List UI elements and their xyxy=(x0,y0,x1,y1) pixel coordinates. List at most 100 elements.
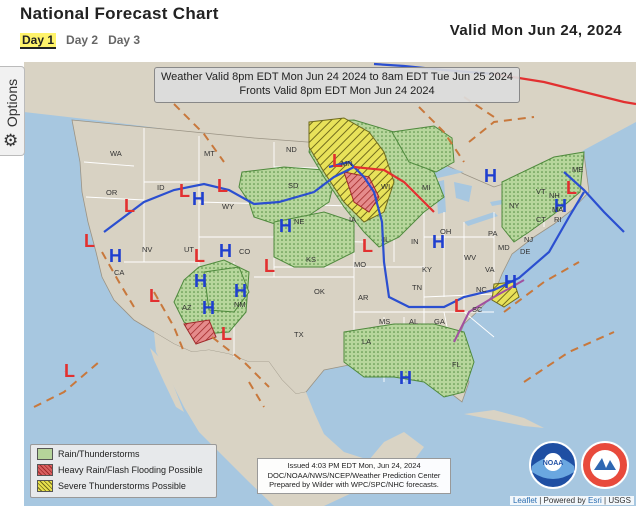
high-center: H xyxy=(109,246,122,266)
state-label-oh: OH xyxy=(440,227,451,236)
flood-area-az xyxy=(183,319,217,345)
state-label-wv: WV xyxy=(464,253,476,262)
rain-swatch xyxy=(37,448,53,460)
high-center: H xyxy=(484,166,497,186)
legend-label: Rain/Thunderstorms xyxy=(58,449,140,459)
low-center: L xyxy=(264,256,275,276)
troughs xyxy=(33,96,615,408)
state-label-nd: ND xyxy=(286,145,297,154)
state-label-ar: AR xyxy=(358,293,369,302)
state-labels: WA OR ID MT ND SD WY NE MN WI MI IA IL IN OH PA NY VT NH ME… xyxy=(106,145,583,369)
rain-area-co-nm xyxy=(203,266,250,313)
state-label-ct: CT xyxy=(536,215,546,224)
esri-link[interactable]: Esri xyxy=(588,496,602,505)
state-label-ut: UT xyxy=(184,245,194,254)
legend-label: Severe Thunderstorms Possible xyxy=(58,481,186,491)
high-center: H xyxy=(504,272,517,292)
rain-area-ks-ne xyxy=(273,211,355,268)
weather-valid-box: Weather Valid 8pm EDT Mon Jun 24 2024 to… xyxy=(154,67,520,103)
state-label-ga: GA xyxy=(434,317,445,326)
low-center: L xyxy=(179,181,190,201)
state-label-id: ID xyxy=(157,183,165,192)
state-label-or: OR xyxy=(106,188,118,197)
state-label-nm: NM xyxy=(234,300,246,309)
options-label: Options xyxy=(4,78,20,128)
warm-front-canada xyxy=(493,72,636,106)
state-label-md: MD xyxy=(498,243,510,252)
high-center: H xyxy=(234,281,247,301)
pressure-centers: H H H H H H H H H H H H L L L L L L L L … xyxy=(64,151,577,388)
page-title: National Forecast Chart xyxy=(20,4,219,23)
lake-huron xyxy=(454,182,472,202)
state-label-co: CO xyxy=(239,247,250,256)
leaflet-link[interactable]: Leaflet xyxy=(512,496,538,505)
lake-erie xyxy=(464,212,498,226)
rain-area-lakes xyxy=(391,125,455,173)
low-center: L xyxy=(84,231,95,251)
issued-line: Issued 4:03 PM EDT Mon, Jun 24, 2024 xyxy=(287,461,421,470)
rain-area-gulf xyxy=(343,323,475,398)
tab-day-2[interactable]: Day 2 xyxy=(66,33,99,47)
stationary-front xyxy=(453,279,525,343)
state-label-va: VA xyxy=(485,265,494,274)
warm-front-midwest xyxy=(353,165,435,213)
state-label-mt: MT xyxy=(204,149,215,158)
gear-icon: ⚙ xyxy=(3,131,19,150)
low-center: L xyxy=(332,151,343,171)
low-center: L xyxy=(566,178,577,198)
state-label-ks: KS xyxy=(306,255,316,264)
low-center: L xyxy=(221,324,232,344)
options-panel-toggle[interactable]: Options ⚙ xyxy=(0,66,25,156)
state-label-la: LA xyxy=(362,337,371,346)
legend-item-flood: Heavy Rain/Flash Flooding Possible xyxy=(37,463,216,477)
high-center: H xyxy=(202,298,215,318)
nws-logo xyxy=(581,441,629,489)
legend-label: Heavy Rain/Flash Flooding Possible xyxy=(58,465,203,475)
forecast-map[interactable]: H H H H H H H H H H H H L L L L L L L L … xyxy=(24,62,636,506)
high-center: H xyxy=(554,196,567,216)
state-label-az: AZ xyxy=(182,303,192,312)
state-label-ne: NE xyxy=(294,217,304,226)
state-label-nc: NC xyxy=(476,285,487,294)
low-center: L xyxy=(454,296,465,316)
legend-item-severe: Severe Thunderstorms Possible xyxy=(37,479,216,493)
state-label-wa: WA xyxy=(110,149,122,158)
state-label-ms: MS xyxy=(379,317,390,326)
state-label-nv: NV xyxy=(142,245,152,254)
state-label-ia: IA xyxy=(349,215,356,224)
noaa-logo: NOAA xyxy=(529,441,577,489)
state-label-me: ME xyxy=(572,165,583,174)
attribution-sep: | Powered by xyxy=(537,496,589,505)
state-label-ny: NY xyxy=(509,201,519,210)
state-label-sd: SD xyxy=(288,181,299,190)
flood-area-midwest xyxy=(343,171,380,213)
state-label-wy: WY xyxy=(222,202,234,211)
day-tabs: Day 1 Day 2 Day 3 xyxy=(20,33,140,49)
high-center: H xyxy=(279,216,292,236)
state-label-ma: MA xyxy=(552,205,563,214)
state-label-vt: VT xyxy=(536,187,546,196)
state-label-nj: NJ xyxy=(524,235,533,244)
state-label-ca: CA xyxy=(114,268,124,277)
state-label-ok: OK xyxy=(314,287,325,296)
state-label-in: IN xyxy=(411,237,419,246)
map-canvas: H H H H H H H H H H H H L L L L L L L L … xyxy=(24,62,636,506)
low-center: L xyxy=(64,361,75,381)
state-label-sc: SC xyxy=(472,305,483,314)
tab-day-1[interactable]: Day 1 xyxy=(20,33,57,49)
high-center: H xyxy=(399,368,412,388)
low-center: L xyxy=(362,236,373,256)
fronts-valid-line: Fronts Valid 8pm EDT Mon Jun 24 2024 xyxy=(239,85,435,97)
map-attribution: Leaflet | Powered by Esri | USGS xyxy=(509,496,634,505)
state-label-ri: RI xyxy=(554,215,562,224)
low-center: L xyxy=(217,176,228,196)
attribution-tail: | USGS xyxy=(601,496,631,505)
tab-day-3[interactable]: Day 3 xyxy=(108,33,141,47)
low-center: L xyxy=(194,246,205,266)
state-label-mn: MN xyxy=(341,159,353,168)
state-label-nh: NH xyxy=(549,191,560,200)
high-center: H xyxy=(192,189,205,209)
low-center: L xyxy=(149,286,160,306)
high-center: H xyxy=(432,232,445,252)
flood-swatch xyxy=(37,464,53,476)
